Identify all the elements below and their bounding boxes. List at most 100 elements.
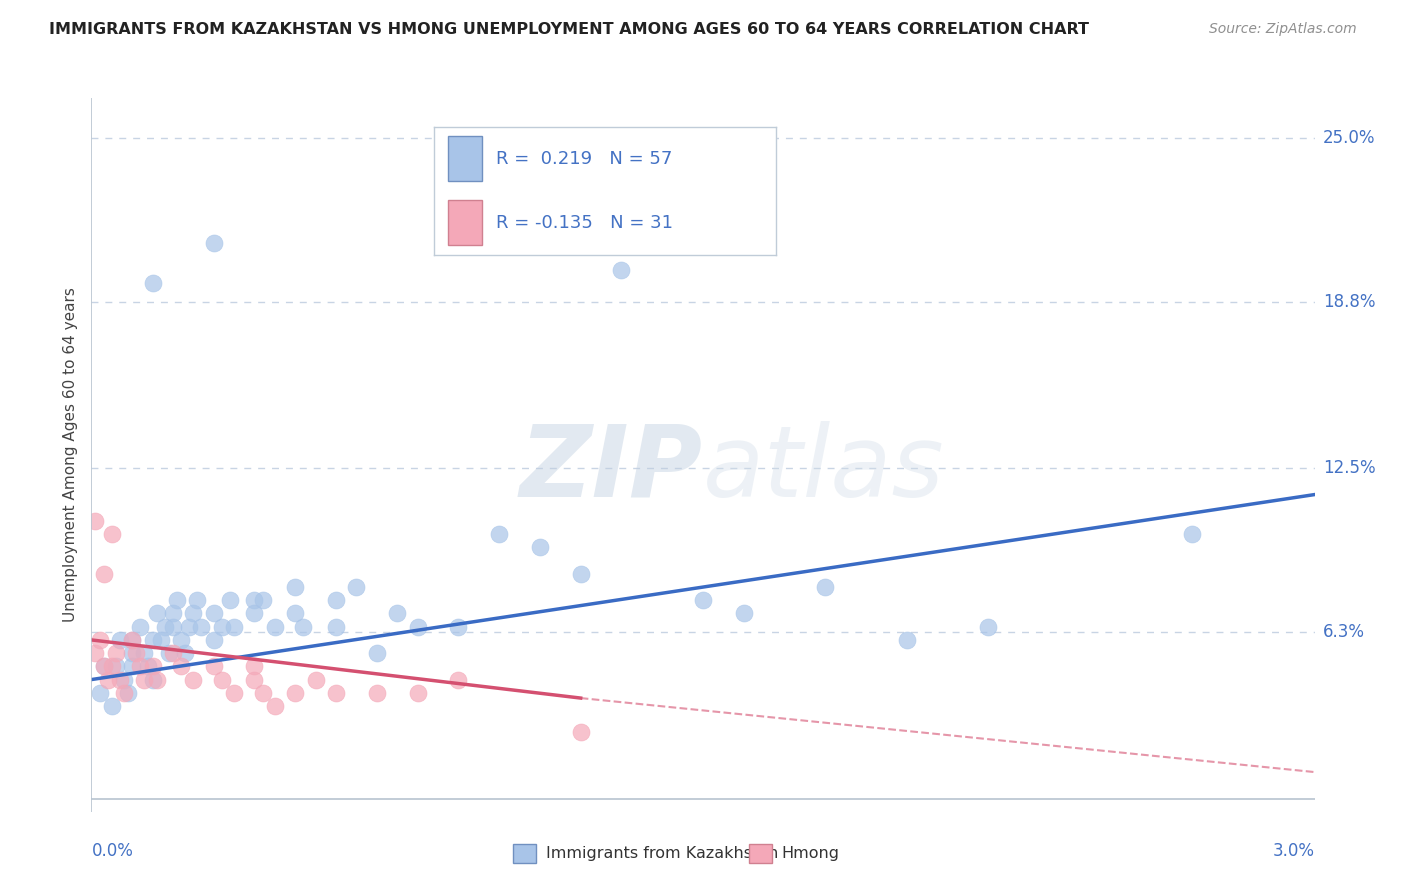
Point bbox=[202, 607, 225, 621]
Point bbox=[108, 632, 131, 647]
Point bbox=[211, 673, 233, 687]
Point bbox=[183, 607, 205, 621]
Point bbox=[108, 673, 131, 687]
Point bbox=[101, 698, 124, 713]
Text: Hmong: Hmong bbox=[782, 847, 839, 861]
Point bbox=[183, 673, 205, 687]
Point bbox=[129, 659, 152, 673]
Y-axis label: Unemployment Among Ages 60 to 64 years: Unemployment Among Ages 60 to 64 years bbox=[62, 287, 77, 623]
Point bbox=[243, 659, 266, 673]
Point bbox=[93, 659, 115, 673]
Point bbox=[569, 725, 592, 739]
Point bbox=[162, 646, 184, 660]
Point bbox=[129, 620, 152, 634]
Point bbox=[121, 659, 143, 673]
Point bbox=[141, 659, 165, 673]
Point bbox=[145, 607, 167, 621]
Point bbox=[385, 607, 409, 621]
Point bbox=[366, 686, 388, 700]
Text: Immigrants from Kazakhstan: Immigrants from Kazakhstan bbox=[546, 847, 778, 861]
Point bbox=[157, 646, 180, 660]
Point bbox=[264, 698, 287, 713]
Point bbox=[366, 646, 388, 660]
Point bbox=[529, 541, 551, 555]
Point bbox=[104, 646, 127, 660]
Point bbox=[101, 527, 124, 541]
Point bbox=[190, 620, 212, 634]
Point bbox=[121, 632, 143, 647]
Point bbox=[305, 673, 328, 687]
Point bbox=[162, 620, 184, 634]
Text: Source: ZipAtlas.com: Source: ZipAtlas.com bbox=[1209, 22, 1357, 37]
Point bbox=[224, 620, 246, 634]
Point bbox=[224, 686, 246, 700]
Point bbox=[733, 607, 755, 621]
Point bbox=[179, 620, 201, 634]
Point bbox=[121, 632, 143, 647]
Point bbox=[166, 593, 188, 607]
Point bbox=[447, 620, 470, 634]
Point bbox=[243, 607, 266, 621]
Point bbox=[569, 566, 592, 581]
Point bbox=[138, 659, 160, 673]
Point bbox=[101, 659, 124, 673]
Point bbox=[202, 236, 225, 251]
Point bbox=[325, 593, 347, 607]
Text: 0.0%: 0.0% bbox=[91, 842, 134, 860]
Point bbox=[125, 646, 148, 660]
Point bbox=[1181, 527, 1204, 541]
Point bbox=[112, 673, 135, 687]
Point bbox=[170, 632, 193, 647]
Point bbox=[84, 646, 107, 660]
Point bbox=[112, 686, 135, 700]
Point bbox=[121, 646, 143, 660]
Text: IMMIGRANTS FROM KAZAKHSTAN VS HMONG UNEMPLOYMENT AMONG AGES 60 TO 64 YEARS CORRE: IMMIGRANTS FROM KAZAKHSTAN VS HMONG UNEM… bbox=[49, 22, 1090, 37]
Point bbox=[406, 620, 429, 634]
Point bbox=[170, 659, 193, 673]
Text: 25.0%: 25.0% bbox=[1323, 128, 1375, 147]
Point bbox=[162, 607, 184, 621]
Point bbox=[145, 673, 167, 687]
Point bbox=[488, 527, 510, 541]
Point bbox=[346, 580, 368, 594]
Point bbox=[406, 686, 429, 700]
Point bbox=[814, 580, 837, 594]
Point bbox=[153, 620, 176, 634]
Point bbox=[93, 566, 115, 581]
Point bbox=[243, 673, 266, 687]
Point bbox=[84, 514, 107, 528]
Point bbox=[117, 686, 139, 700]
Point bbox=[134, 646, 156, 660]
Point bbox=[141, 276, 165, 290]
Point bbox=[219, 593, 242, 607]
Point bbox=[284, 607, 307, 621]
Point bbox=[292, 620, 315, 634]
Point bbox=[202, 659, 225, 673]
Point bbox=[134, 673, 156, 687]
Point bbox=[211, 620, 233, 634]
Point bbox=[284, 686, 307, 700]
Point bbox=[325, 686, 347, 700]
Point bbox=[97, 673, 120, 687]
Point bbox=[325, 620, 347, 634]
Point bbox=[447, 673, 470, 687]
Text: 12.5%: 12.5% bbox=[1323, 459, 1375, 477]
Point bbox=[89, 632, 111, 647]
Point bbox=[692, 593, 714, 607]
Text: 6.3%: 6.3% bbox=[1323, 623, 1365, 641]
Point bbox=[186, 593, 208, 607]
Point bbox=[202, 632, 225, 647]
Point bbox=[896, 632, 918, 647]
Text: 3.0%: 3.0% bbox=[1272, 842, 1315, 860]
Point bbox=[243, 593, 266, 607]
Point bbox=[174, 646, 197, 660]
Point bbox=[264, 620, 287, 634]
Point bbox=[104, 659, 127, 673]
Text: 18.8%: 18.8% bbox=[1323, 293, 1375, 310]
Point bbox=[610, 263, 633, 277]
Text: atlas: atlas bbox=[703, 421, 945, 517]
Point bbox=[93, 659, 115, 673]
Text: ZIP: ZIP bbox=[520, 421, 703, 517]
Point bbox=[284, 580, 307, 594]
Point bbox=[89, 686, 111, 700]
